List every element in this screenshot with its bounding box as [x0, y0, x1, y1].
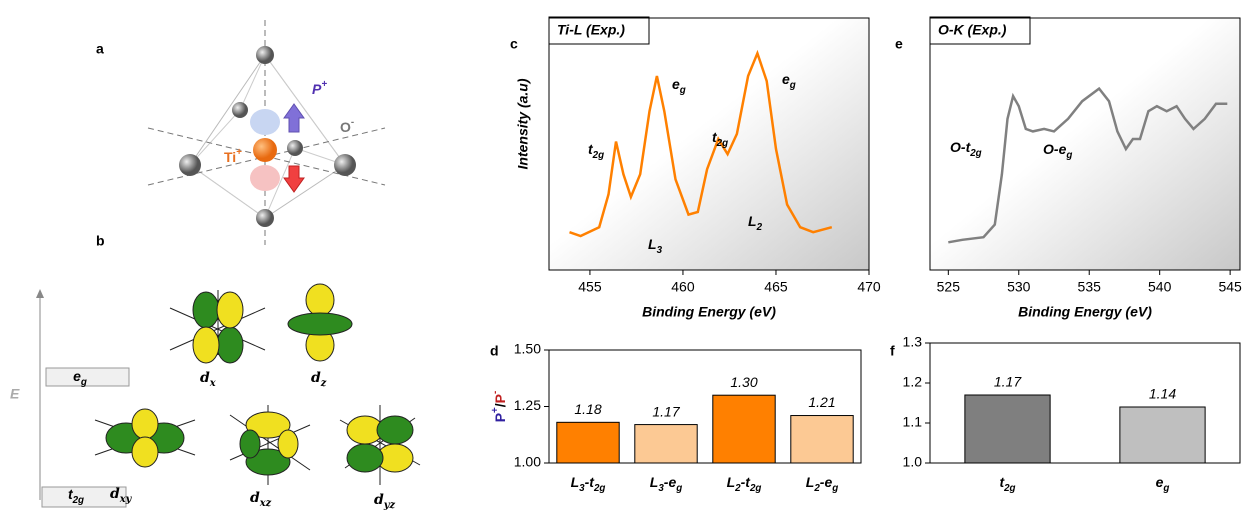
x-tick-label: 455 [578, 279, 602, 295]
x-tick-label: L3-t2g [571, 474, 606, 494]
box-label: O-K (Exp.) [938, 22, 1007, 38]
x-tick-label: eg [1156, 474, 1170, 494]
y-tick-label: 1.3 [903, 334, 923, 350]
polarization-label: P+ [312, 79, 327, 97]
panel-label: f [890, 343, 895, 359]
value-label: 1.17 [652, 403, 680, 419]
value-label: 1.21 [808, 394, 835, 410]
value-label: 1.14 [1149, 386, 1176, 402]
box-label: Ti-L (Exp.) [557, 22, 625, 38]
x-tick-label: L3-eg [650, 474, 682, 494]
bar [556, 421, 620, 464]
energy-label: E [10, 386, 20, 402]
panel-label: e [895, 36, 903, 52]
orbital-label: dx [200, 370, 216, 389]
y-axis-label: Intensity (a.u) [515, 78, 531, 169]
plot-frame [548, 349, 862, 464]
x-tick-label: 540 [1148, 279, 1172, 295]
energy-diagram [36, 283, 421, 508]
bar [1119, 406, 1206, 464]
peak-annotation: eg [782, 71, 796, 91]
bar [964, 394, 1051, 464]
orbital-label: dxy [110, 486, 133, 505]
peak-annotation: t2g [588, 141, 604, 161]
y-tick-label: 1.00 [514, 454, 541, 470]
x-tick-label: 535 [1078, 279, 1102, 295]
orbital-label: dz [311, 370, 327, 389]
panel-label: a [96, 41, 104, 57]
eg-level-label: eg [73, 368, 87, 388]
peak-annotation: t2g [712, 129, 728, 149]
x-tick-label: 525 [937, 279, 961, 295]
y-tick-label: 1.50 [514, 341, 541, 357]
titanium-label: Ti+ [224, 147, 242, 165]
x-axis-label: Binding Energy (eV) [1018, 304, 1152, 320]
peak-annotation: L2 [748, 213, 763, 233]
plot-background [930, 18, 1240, 270]
t2g-level-label: t2g [68, 486, 84, 506]
y-tick-label: 1.1 [903, 414, 923, 430]
bar [634, 424, 698, 464]
x-tick-label: 460 [671, 279, 695, 295]
plot-background [549, 18, 869, 270]
panel-label: b [96, 233, 105, 249]
value-label: 1.17 [994, 374, 1022, 390]
value-label: 1.30 [730, 374, 757, 390]
value-label: 1.18 [574, 401, 601, 417]
bar [790, 415, 854, 464]
x-tick-label: t2g [999, 474, 1015, 494]
plot-frame [929, 342, 1241, 464]
peak-annotation: eg [672, 76, 686, 96]
x-tick-label: L2-eg [806, 474, 838, 494]
y-tick-label: 1.2 [903, 374, 923, 390]
x-tick-label: 545 [1218, 279, 1242, 295]
x-tick-label: 530 [1007, 279, 1031, 295]
spectrum-line [948, 86, 1228, 244]
x-tick-label: 465 [764, 279, 788, 295]
label-box [548, 16, 650, 45]
y-tick-label: 1.25 [514, 397, 541, 413]
orbital-label: dyz [374, 492, 395, 511]
peak-annotation: O-eg [1043, 141, 1072, 161]
plot-frame [548, 17, 870, 271]
peak-annotation: L3 [648, 236, 663, 256]
y-tick-label: 1.0 [903, 454, 923, 470]
octahedron [147, 20, 386, 245]
panel-label: c [510, 36, 518, 52]
x-tick-label: 470 [857, 279, 881, 295]
peak-annotation: O-t2g [950, 139, 982, 159]
oxygen-label: O- [340, 117, 354, 135]
panel-label: d [490, 343, 499, 359]
bar [712, 394, 776, 464]
y-axis-label: P+/P- [490, 391, 508, 423]
x-axis-label: Binding Energy (eV) [642, 304, 776, 320]
label-box [929, 16, 1031, 45]
x-tick-label: L2-t2g [727, 474, 762, 494]
plot-frame [929, 17, 1241, 271]
spectrum-line [569, 49, 833, 238]
orbital-label: dxz [250, 490, 272, 509]
